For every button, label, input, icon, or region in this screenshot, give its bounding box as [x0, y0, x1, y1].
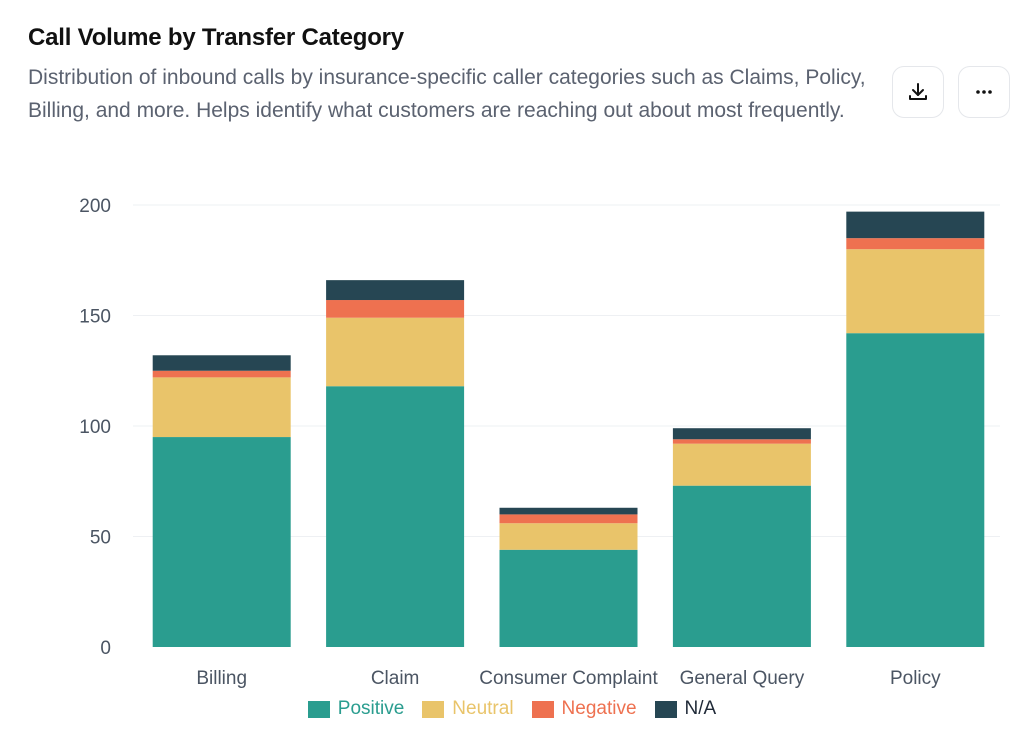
- legend-item[interactable]: Positive: [307, 698, 405, 720]
- legend-swatch: [307, 700, 330, 718]
- bar-segment[interactable]: [499, 549, 638, 647]
- legend-label: Positive: [337, 698, 405, 719]
- legend-label: N/A: [684, 698, 717, 719]
- chart-description: Distribution of inbound calls by insuran…: [28, 66, 866, 122]
- y-tick-label: 100: [79, 417, 111, 438]
- x-tick-label: Policy: [890, 668, 941, 689]
- y-tick-label: 200: [79, 196, 111, 217]
- bar-segment[interactable]: [152, 355, 291, 371]
- bar-segment[interactable]: [152, 437, 291, 647]
- bar-segment[interactable]: [846, 238, 985, 250]
- chart-legend: Positive Neutral Negative N/A: [0, 698, 1024, 720]
- legend-swatch: [531, 700, 554, 718]
- x-tick-label: Consumer Complaint: [479, 668, 658, 689]
- legend-label: Negative: [561, 698, 637, 719]
- bar-segment[interactable]: [152, 377, 291, 438]
- legend-swatch: [654, 700, 677, 718]
- y-tick-label: 0: [100, 638, 111, 659]
- bar-segment[interactable]: [672, 443, 811, 486]
- legend-label: Neutral: [452, 698, 514, 719]
- legend-item[interactable]: N/A: [654, 698, 717, 720]
- bar-segment[interactable]: [326, 300, 465, 318]
- stacked-bar-chart: 0 50 100 150 200 Billing Claim Consumer Complai…: [79, 196, 1000, 689]
- legend-item[interactable]: Negative: [531, 698, 637, 720]
- x-tick-label: Billing: [196, 668, 247, 689]
- y-tick-label: 50: [90, 528, 111, 549]
- download-button[interactable]: [892, 66, 944, 118]
- legend-swatch: [422, 700, 445, 718]
- bar-segment[interactable]: [846, 249, 985, 334]
- bar-segment[interactable]: [672, 485, 811, 647]
- chart-title: Call Volume by Transfer Category: [28, 24, 404, 51]
- bar-segment[interactable]: [499, 507, 638, 515]
- bar-segment[interactable]: [672, 439, 811, 444]
- bar-segment[interactable]: [326, 317, 465, 387]
- download-icon: [909, 83, 927, 100]
- bar-segment[interactable]: [499, 523, 638, 550]
- more-horizontal-icon: [976, 90, 992, 94]
- bar-segment[interactable]: [846, 211, 985, 239]
- legend-item[interactable]: Neutral: [422, 698, 514, 720]
- bar-segment[interactable]: [672, 428, 811, 440]
- more-options-button[interactable]: [958, 66, 1010, 118]
- bar-segment[interactable]: [326, 280, 465, 301]
- bar-segment[interactable]: [846, 333, 985, 647]
- y-tick-label: 150: [79, 307, 111, 328]
- x-tick-label: General Query: [680, 668, 805, 689]
- x-tick-label: Claim: [371, 668, 420, 689]
- bar-segment[interactable]: [499, 514, 638, 524]
- bar-segment[interactable]: [152, 370, 291, 378]
- bar-segment[interactable]: [326, 386, 465, 647]
